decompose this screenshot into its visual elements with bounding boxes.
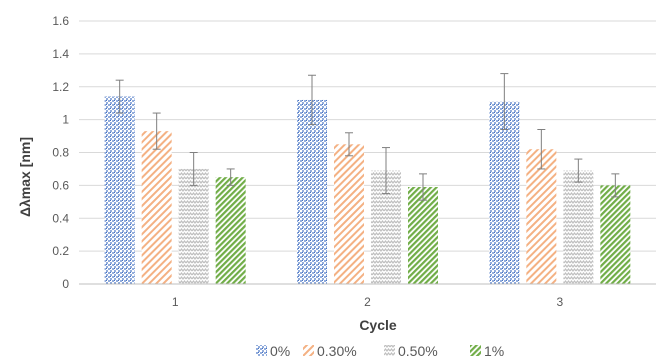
error-bar [419,173,427,201]
legend-swatch [384,345,395,356]
bar-0.30%-cycle-2 [334,144,364,284]
legend-label: 0.50% [398,343,438,359]
y-tick-labels: 0 0.2 0.4 0.6 0.8 1 1.2 1.4 1.6 [52,14,69,291]
legend-swatch [470,345,481,356]
bar-0%-cycle-1 [104,96,135,284]
y-tick-label: 0.8 [52,146,69,160]
error-bars [115,73,620,201]
legend-label: 0% [270,343,290,359]
x-tick-label: 2 [364,295,371,309]
bar-0.30%-cycle-3 [526,149,557,284]
y-tick-label: 1.4 [52,47,69,61]
error-bar [308,74,316,126]
bar-0%-cycle-2 [297,99,327,285]
error-bar [574,158,583,183]
error-bar [611,173,620,198]
y-tick-label: 0 [62,277,69,291]
error-bar [537,128,546,170]
bar-0.50%-cycle-1 [178,168,209,284]
error-bar [382,147,390,195]
bar-0.30%-cycle-1 [141,131,172,284]
y-tick-label: 1 [62,113,69,127]
gridlines [79,20,656,252]
y-axis-title: Δλmax [nm] [17,137,33,217]
error-bar [152,112,161,150]
x-tick-label: 3 [556,295,563,309]
legend-item: 0.50% [384,343,438,359]
legend-swatch [256,345,267,356]
legend-label: 1% [484,343,504,359]
bar-1%-cycle-3 [600,185,631,284]
bar-0%-cycle-3 [489,101,520,284]
error-bar [115,79,124,114]
error-bar [345,132,353,157]
bar-1%-cycle-2 [408,187,438,284]
bars [104,96,631,285]
y-tick-label: 1.2 [52,80,69,94]
error-bar [189,152,198,186]
legend-item: 0.30% [303,343,357,359]
legend: 0% 0.30% 0.50% 1% [256,343,504,359]
bar-0.50%-cycle-3 [563,170,594,284]
y-tick-label: 1.6 [52,14,69,28]
legend-item: 0% [256,343,290,359]
bar-1%-cycle-1 [215,177,246,284]
x-tick-labels: 1 2 3 [172,295,564,309]
x-axis-title: Cycle [359,317,397,333]
y-tick-label: 0.6 [52,178,69,192]
error-bar [226,168,235,186]
x-tick-label: 1 [172,295,179,309]
legend-swatch [303,345,314,356]
y-tick-label: 0.4 [52,211,69,225]
y-tick-label: 0.2 [52,244,69,258]
legend-label: 0.30% [317,343,357,359]
error-bar [500,73,509,130]
legend-item: 1% [470,343,504,359]
